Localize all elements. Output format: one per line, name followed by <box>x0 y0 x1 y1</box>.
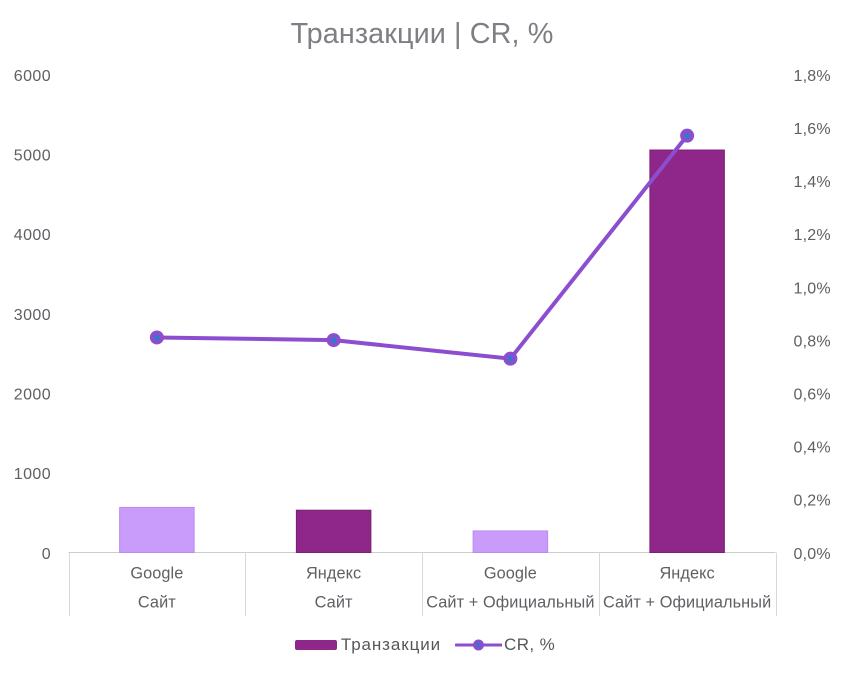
chart-title: Транзакции | CR, % <box>290 17 554 50</box>
category-label-line1: Google <box>484 565 537 583</box>
y-axis-right-label: 1,2% <box>794 227 831 244</box>
y-axis-left-label: 5000 <box>14 148 51 165</box>
y-axis-right-label: 0,6% <box>794 387 831 404</box>
y-axis-right-label: 0,4% <box>794 440 831 457</box>
legend-swatch-transactions <box>294 640 337 650</box>
cr-line <box>154 133 690 361</box>
y-axis-right-label: 0,0% <box>794 546 831 563</box>
cr-marker-center-3 <box>507 355 514 362</box>
y-axis-right-label: 0,8% <box>794 333 831 350</box>
y-axis-left-label: 6000 <box>14 68 51 85</box>
y-axis-left-label: 2000 <box>14 387 51 404</box>
y-axis-right-label: 0,2% <box>794 493 831 510</box>
bar-4[interactable] <box>649 149 725 553</box>
y-axis-right-label: 1,6% <box>794 121 831 138</box>
category-label-line1: Яндекс <box>306 565 361 583</box>
chart-legend: Транзакции CR, % <box>3 633 844 657</box>
y-axis-left-label: 3000 <box>14 307 51 324</box>
y-axis-left-label: 4000 <box>14 227 51 244</box>
legend-item-cr[interactable]: CR, % <box>455 635 555 655</box>
category-label-line2: Сайт + Официальный <box>426 594 594 612</box>
category-label-line2: Сайт + Официальный <box>603 594 771 612</box>
legend-label-transactions: Транзакции <box>340 635 442 654</box>
y-axis-right-label: 1,0% <box>794 280 831 297</box>
y-axis-right-label: 1,8% <box>794 68 831 85</box>
legend-line-dot-center <box>476 642 481 648</box>
y-axis-left-label: 0 <box>42 546 51 563</box>
bar-2[interactable] <box>295 509 372 553</box>
category-label-line2: Сайт <box>138 594 176 612</box>
legend-label-cr: CR, % <box>504 635 556 654</box>
cr-marker-center-1 <box>154 334 160 341</box>
legend-item-transactions[interactable]: Транзакции <box>294 635 442 655</box>
category-label-line1: Яндекс <box>659 565 714 583</box>
bar-1[interactable] <box>119 506 195 553</box>
y-axis-left-label: 1000 <box>14 466 51 483</box>
category-label-line2: Сайт <box>315 594 353 612</box>
legend-line-marker-icon <box>455 639 503 651</box>
bar-3[interactable] <box>472 530 549 554</box>
category-label-line1: Google <box>130 565 183 583</box>
cr-marker-center-4 <box>684 132 690 139</box>
y-axis-right-label: 1,4% <box>794 174 831 191</box>
cr-marker-center-2 <box>330 337 337 343</box>
